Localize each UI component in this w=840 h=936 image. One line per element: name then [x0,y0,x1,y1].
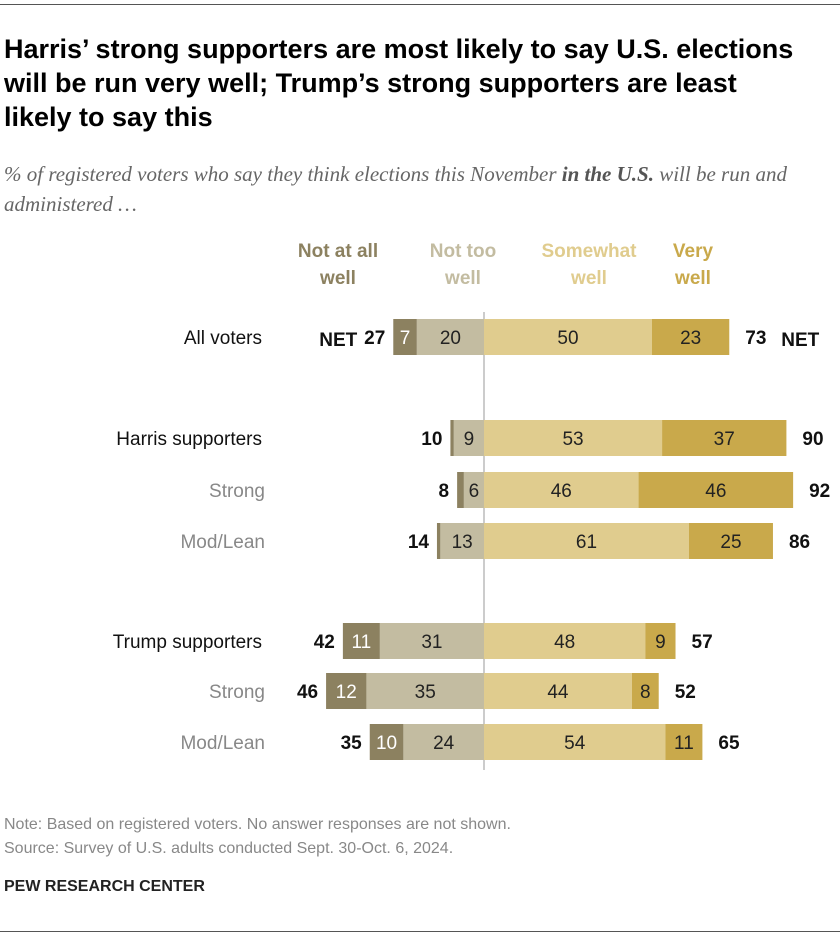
bar-segment [463,472,484,508]
legend-very-well: Very well [673,241,714,289]
data-label: 9 [655,632,666,653]
net-positive-label: 86 [789,532,810,553]
data-label: 20 [440,328,461,349]
chart-title: Harris’ strong supporters are most likel… [4,34,794,132]
data-label: 24 [433,733,455,754]
category-label: Mod/Lean [180,532,265,553]
data-label: 25 [720,532,741,553]
net-label-right: NET [781,330,819,351]
bar-segment [440,523,484,559]
category-label: Strong [209,481,265,502]
bar-segment [484,623,646,659]
data-label: 46 [705,481,726,502]
chart-subtitle: % of registered voters who say they thin… [4,159,804,219]
bar-segment [403,724,484,760]
legend-somewhat-well: Somewhat well [541,241,637,289]
net-positive-label: 65 [718,733,740,754]
category-label: Trump supporters [113,632,262,653]
net-positive-label: 92 [809,481,830,502]
net-negative-label: 46 [297,682,318,703]
subtitle-text: % of registered voters who say they thin… [4,162,562,186]
legend-not-at-all-well: Not at all well [298,241,378,289]
top-rule [0,4,840,5]
bar-segment [484,724,666,760]
subtitle-text-end: will be run and administered … [4,162,787,216]
category-label: Strong [209,682,265,703]
data-label: 10 [376,733,397,754]
net-negative-label: 27 [364,328,385,349]
legend-not-too-well: Not too well [430,241,496,289]
bar-segment [638,472,794,508]
net-label-left: NET [319,330,357,351]
net-negative-label: 14 [408,532,430,553]
bar-segment [393,319,417,355]
bar-segment [688,523,773,559]
data-label: 54 [564,733,586,754]
net-positive-label: 73 [745,328,766,349]
bar-segment [326,673,367,709]
net-negative-label: 10 [421,429,442,450]
bar-segment [484,420,663,456]
bar-segment [342,623,380,659]
net-negative-label: 42 [314,632,335,653]
bar-segment [662,420,787,456]
data-label: 11 [674,733,694,754]
data-label: 6 [469,481,480,502]
category-label: Mod/Lean [180,733,265,754]
data-label: 61 [576,532,597,553]
data-label: 9 [464,429,475,450]
bar-segment [484,673,632,709]
bar-segment [631,673,659,709]
data-label: 35 [415,682,436,703]
bar-segment [665,724,703,760]
bar-segment [457,472,464,508]
bottom-rule [0,931,840,932]
bar-segment [484,319,652,355]
data-label: 23 [680,328,701,349]
data-label: 53 [562,429,583,450]
bar-segment [652,319,730,355]
bar-segment [436,523,441,559]
data-label: 7 [400,328,411,349]
bar-segment [484,472,639,508]
source-text: Source: Survey of U.S. adults conducted … [4,840,454,857]
net-positive-label: 57 [692,632,713,653]
subtitle-bold: in the U.S. [561,162,654,186]
data-label: 8 [640,682,651,703]
chart-svg: Not at all well Not too well Somewhat well Ver… [113,241,830,770]
data-label: 31 [421,632,442,653]
net-negative-label: 35 [341,733,363,754]
net-positive-label: 52 [675,682,696,703]
bar-segment [450,420,454,456]
bar-segment [416,319,484,355]
data-label: 50 [557,328,578,349]
note-text: Note: Based on registered voters. No ans… [4,816,511,833]
category-label: Harris supporters [116,429,262,450]
category-label: All voters [184,328,262,349]
data-label: 37 [714,429,735,450]
bar-segment [369,724,404,760]
data-label: 11 [351,632,371,653]
data-label: 13 [452,532,473,553]
bar-segment [453,420,484,456]
bar-segment [379,623,484,659]
net-positive-label: 90 [802,429,823,450]
data-label: 46 [551,481,572,502]
bar-segment [484,523,689,559]
brand-logo: PEW RESEARCH CENTER [4,878,205,895]
data-label: 48 [554,632,575,653]
footnote: Note: Based on registered voters. No ans… [4,813,511,861]
data-label: 12 [336,682,357,703]
net-negative-label: 8 [439,481,450,502]
bar-segment [366,673,484,709]
bar-segment [645,623,676,659]
data-label: 44 [547,682,569,703]
